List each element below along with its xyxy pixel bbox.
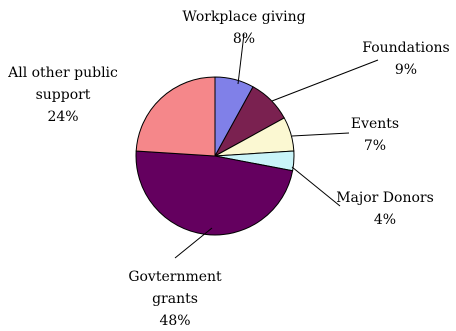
slice-label: Events 7% — [351, 116, 399, 154]
leader-line — [291, 132, 350, 137]
leader-line — [174, 227, 213, 259]
pie-slice-all-other-public-support — [135, 76, 216, 157]
slice-name: grants — [152, 291, 198, 307]
slice-name: Workplace giving — [182, 9, 305, 25]
slice-percent: 7% — [364, 138, 386, 154]
slice-label: Major Donors 4% — [336, 190, 434, 228]
pie-slice-govternment-grants — [135, 150, 294, 236]
slice-name: Events — [351, 116, 399, 132]
slice-name: Foundations — [362, 40, 449, 56]
slice-label: Foundations 9% — [362, 40, 449, 78]
slice-percent: 4% — [374, 212, 396, 228]
slice-percent: 8% — [233, 31, 255, 47]
slice-label: Workplace giving 8% — [182, 9, 305, 47]
leader-lines — [174, 33, 379, 259]
slice-percent: 24% — [47, 109, 78, 125]
slice-name: Govternment — [128, 269, 222, 285]
slice-name: All other public — [7, 65, 118, 81]
slice-percent: 9% — [395, 62, 417, 78]
leader-line — [237, 33, 245, 85]
leader-line — [291, 166, 341, 207]
slice-label: Govternment grants 48% — [128, 269, 222, 329]
slice-label: All other public support 24% — [7, 65, 118, 125]
slice-name: support — [36, 87, 91, 103]
leader-line — [271, 59, 379, 102]
pie-slices — [135, 76, 295, 236]
slice-name: Major Donors — [336, 190, 434, 206]
slice-percent: 48% — [159, 313, 190, 329]
slice-labels: Workplace giving 8% Foundations 9% Events 7% M… — [7, 9, 450, 329]
